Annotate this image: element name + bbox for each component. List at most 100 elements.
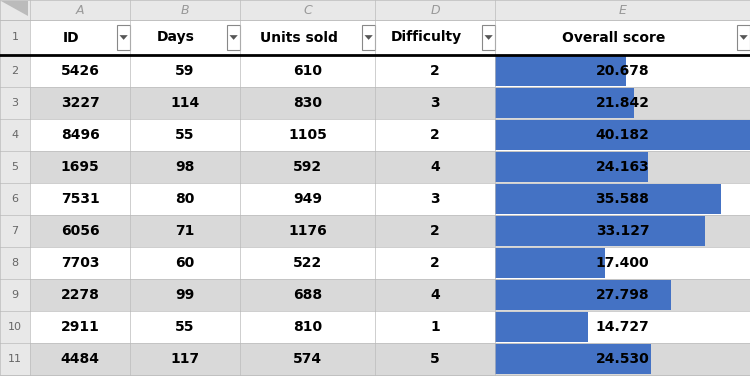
Bar <box>0 311 30 343</box>
Text: 4: 4 <box>11 130 19 140</box>
Bar <box>362 25 375 50</box>
Bar <box>30 183 130 215</box>
Text: 20.678: 20.678 <box>596 64 650 78</box>
Text: 1695: 1695 <box>61 160 99 174</box>
Bar <box>130 55 240 87</box>
Text: 2911: 2911 <box>61 320 100 334</box>
Bar <box>30 343 130 375</box>
Bar <box>495 119 750 151</box>
Text: 6: 6 <box>11 194 19 204</box>
Bar <box>495 215 750 247</box>
Text: 3: 3 <box>430 96 439 110</box>
Bar <box>375 119 495 151</box>
Text: 60: 60 <box>176 256 195 270</box>
Bar <box>130 343 240 375</box>
Text: 80: 80 <box>176 192 195 206</box>
Bar <box>375 311 495 343</box>
Bar <box>0 0 30 20</box>
Text: 7: 7 <box>11 226 19 236</box>
Bar <box>30 311 130 343</box>
Bar <box>30 247 130 279</box>
Bar <box>0 151 30 183</box>
Bar <box>240 55 375 87</box>
Bar <box>227 25 240 50</box>
Text: 99: 99 <box>176 288 195 302</box>
Bar <box>130 311 240 343</box>
Text: 10: 10 <box>8 322 22 332</box>
Bar <box>30 215 130 247</box>
Text: Difficulty: Difficulty <box>391 30 461 44</box>
Text: 1105: 1105 <box>288 128 327 142</box>
Polygon shape <box>364 35 373 40</box>
Text: 21.842: 21.842 <box>596 96 650 110</box>
Bar <box>495 216 705 246</box>
Text: Units sold: Units sold <box>260 30 338 44</box>
Polygon shape <box>1 1 28 16</box>
Bar <box>30 119 130 151</box>
Bar <box>375 183 495 215</box>
Bar <box>495 87 750 119</box>
Text: 2: 2 <box>430 256 439 270</box>
Text: 6056: 6056 <box>61 224 99 238</box>
Bar <box>117 25 130 50</box>
Text: 98: 98 <box>176 160 195 174</box>
Bar <box>240 87 375 119</box>
Bar <box>375 215 495 247</box>
Text: 9: 9 <box>11 290 19 300</box>
Polygon shape <box>484 35 493 40</box>
Text: Days: Days <box>157 30 195 44</box>
Bar <box>0 20 30 55</box>
Text: C: C <box>303 4 312 16</box>
Bar <box>240 247 375 279</box>
Bar <box>240 183 375 215</box>
Bar <box>737 25 750 50</box>
Text: 4: 4 <box>430 288 439 302</box>
Bar <box>495 120 750 150</box>
Text: 8: 8 <box>11 258 19 268</box>
Bar <box>130 87 240 119</box>
Text: 17.400: 17.400 <box>596 256 650 270</box>
Text: 2: 2 <box>11 66 19 76</box>
Text: 688: 688 <box>293 288 322 302</box>
Bar <box>130 151 240 183</box>
Text: ID: ID <box>63 30 80 44</box>
Bar <box>240 119 375 151</box>
Text: 1: 1 <box>430 320 439 334</box>
Text: 522: 522 <box>292 256 322 270</box>
Bar <box>240 20 375 55</box>
Text: 40.182: 40.182 <box>596 128 650 142</box>
Bar <box>240 0 375 20</box>
Polygon shape <box>230 35 238 40</box>
Bar <box>240 279 375 311</box>
Text: 27.798: 27.798 <box>596 288 650 302</box>
Bar <box>375 55 495 87</box>
Text: 5: 5 <box>430 352 439 366</box>
Text: 24.530: 24.530 <box>596 352 650 366</box>
Bar <box>495 0 750 20</box>
Bar <box>130 215 240 247</box>
Text: 3: 3 <box>11 98 19 108</box>
Bar <box>495 343 750 375</box>
Text: 114: 114 <box>170 96 200 110</box>
Text: 610: 610 <box>293 64 322 78</box>
Bar <box>130 119 240 151</box>
Text: 1: 1 <box>11 32 19 43</box>
Bar <box>495 248 605 278</box>
Bar <box>0 247 30 279</box>
Text: 1176: 1176 <box>288 224 327 238</box>
Bar <box>375 20 495 55</box>
Bar <box>0 215 30 247</box>
Bar <box>30 55 130 87</box>
Text: 2: 2 <box>430 64 439 78</box>
Bar <box>495 55 750 87</box>
Bar <box>30 87 130 119</box>
Text: B: B <box>181 4 189 16</box>
Text: 4484: 4484 <box>61 352 100 366</box>
Bar <box>30 151 130 183</box>
Bar <box>495 151 750 183</box>
Text: 55: 55 <box>176 320 195 334</box>
Bar <box>495 20 750 55</box>
Polygon shape <box>740 35 748 40</box>
Bar <box>375 151 495 183</box>
Text: E: E <box>619 4 626 16</box>
